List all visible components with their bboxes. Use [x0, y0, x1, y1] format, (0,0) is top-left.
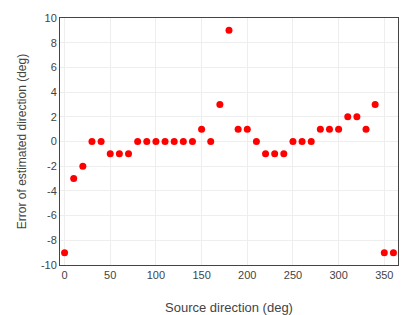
- svg-text:300: 300: [329, 269, 347, 281]
- svg-text:50: 50: [104, 269, 116, 281]
- svg-text:2: 2: [51, 111, 57, 123]
- svg-text:150: 150: [192, 269, 210, 281]
- svg-text:-4: -4: [47, 185, 57, 197]
- svg-text:Error of estimated direction (: Error of estimated direction (deg): [15, 54, 29, 229]
- svg-text:350: 350: [375, 269, 393, 281]
- svg-text:4: 4: [51, 86, 57, 98]
- svg-text:-8: -8: [47, 234, 57, 246]
- svg-text:-6: -6: [47, 209, 57, 221]
- svg-text:250: 250: [284, 269, 302, 281]
- svg-text:-10: -10: [41, 259, 57, 271]
- svg-text:-2: -2: [47, 160, 57, 172]
- svg-text:10: 10: [45, 12, 57, 24]
- svg-text:0: 0: [62, 269, 68, 281]
- svg-text:100: 100: [147, 269, 165, 281]
- svg-text:200: 200: [238, 269, 256, 281]
- svg-text:0: 0: [51, 135, 57, 147]
- svg-text:Source direction (deg): Source direction (deg): [165, 300, 293, 315]
- svg-text:8: 8: [51, 37, 57, 49]
- svg-text:6: 6: [51, 61, 57, 73]
